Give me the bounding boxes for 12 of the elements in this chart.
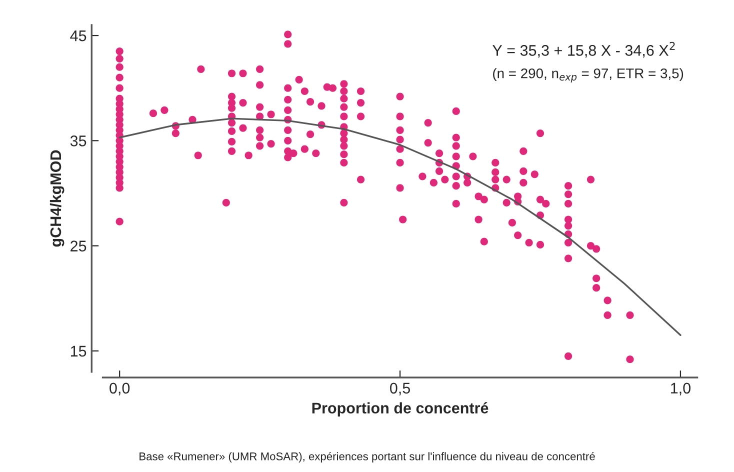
x-tick-label: 0,5 [390,382,410,396]
x-tick-label: 0,0 [110,382,130,396]
y-tick-label: 25 [70,240,86,252]
annotation: (n = 290, n$_{exp}$ = 97, ETR = 3,5) [493,68,684,82]
x-axis-title: Proportion de concentré [312,402,488,417]
y-axis-title: gCH4/kgMOD [50,150,64,247]
text: Base «Rumener» (UMR MoSAR), expériences portant sur l'influence du niveau de concentré [140,452,595,463]
y-tick-label: 45 [70,30,86,42]
annotation: Y = 35,3 + 15,8 X - 34,6 X$^{2}$ [492,42,675,58]
y-tick-label: 15 [70,346,86,357]
y-tick-label: 35 [70,136,86,146]
x-tick-label: 1,0 [671,382,690,396]
